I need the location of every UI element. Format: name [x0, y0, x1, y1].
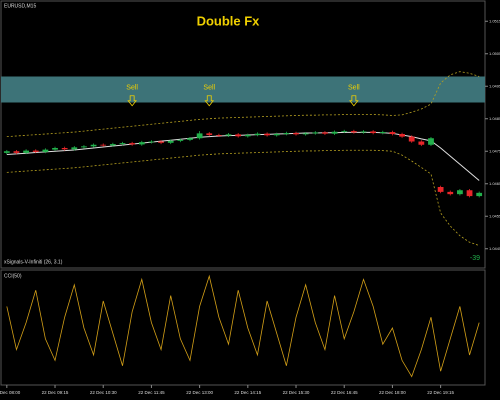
candle-body — [3, 151, 10, 153]
annotation-label: Sell — [126, 85, 138, 92]
candle-body — [457, 190, 463, 195]
candle-body — [187, 138, 193, 140]
sell-arrow — [127, 95, 137, 107]
y-tick-label: 1.04550 — [489, 213, 500, 218]
indicator-label: xSignals-V-Infiniti (26, 3.1) — [4, 259, 63, 265]
candle-body — [302, 133, 309, 135]
candle-body — [370, 131, 377, 134]
candle-body — [81, 146, 87, 148]
candle-body — [196, 133, 203, 139]
oscillator-line — [6, 274, 480, 378]
candle-body — [418, 141, 425, 145]
candle-body — [158, 141, 164, 143]
main-panel — [0, 0, 486, 269]
sell-arrow — [204, 95, 215, 107]
sell-zone — [1, 76, 485, 103]
candle-body — [42, 149, 49, 152]
candle-body — [129, 143, 136, 145]
candle-body — [264, 133, 270, 136]
y-tick-label: 1.04650 — [489, 181, 500, 186]
candle-body — [350, 131, 357, 133]
candle-body — [148, 141, 155, 143]
x-tick-label: 22 Dec 10:30 — [90, 390, 117, 395]
candle-body — [225, 134, 232, 136]
oscillator-label: CCI(50) — [4, 273, 22, 279]
y-tick-label: 1.05150 — [489, 18, 500, 23]
x-tick-label: 22 Dec 15:30 — [283, 390, 310, 395]
candle-body — [341, 131, 348, 132]
candle-body — [90, 144, 97, 147]
corner-label: -39 — [470, 255, 480, 262]
annotation-label: Sell — [348, 85, 360, 92]
candle-body — [476, 192, 483, 197]
candle-body — [283, 133, 290, 135]
candle-body — [32, 150, 39, 152]
candle-body — [447, 191, 454, 195]
candle-body — [399, 134, 405, 137]
candle-body — [100, 144, 107, 146]
y-tick-label: 1.05050 — [489, 51, 500, 56]
annotation-label: Sell — [203, 85, 215, 92]
candle-body — [360, 131, 367, 133]
x-tick-label: 22 Dec 13:00 — [186, 390, 213, 395]
band-line — [6, 149, 480, 246]
candle-body — [138, 142, 145, 145]
band-line — [6, 71, 480, 138]
candle-body — [61, 148, 68, 150]
y-tick-label: 1.04950 — [489, 83, 500, 88]
candle-body — [331, 131, 338, 134]
candle-body — [379, 132, 386, 134]
candle-body — [293, 133, 299, 135]
candle-body — [167, 140, 174, 143]
candle-body — [466, 190, 473, 197]
candle-body — [408, 136, 415, 142]
y-tick-label: 1.04750 — [489, 148, 500, 153]
chart-header: EURUSD,M15 — [4, 3, 36, 9]
candle-body — [52, 148, 58, 150]
candle-body — [437, 187, 444, 192]
candle-body — [177, 139, 184, 141]
candle-body — [119, 143, 126, 145]
candle-body — [273, 134, 280, 136]
candle-body — [312, 132, 319, 134]
candle-body — [216, 135, 222, 136]
candle-body — [206, 133, 213, 135]
x-tick-label: 22 Dec 09:15 — [42, 390, 69, 395]
x-tick-label: 22 Dec 16:45 — [331, 390, 358, 395]
candle-body — [235, 134, 242, 137]
oscillator-panel — [0, 269, 486, 386]
candle-body — [244, 135, 251, 137]
candle-body — [389, 132, 396, 135]
candle-body — [428, 138, 434, 145]
candle-body — [322, 132, 328, 134]
chart-title: Double Fx — [197, 13, 261, 28]
candle-body — [23, 150, 29, 153]
x-tick-label: 22 Dec 08:00 — [0, 390, 21, 395]
x-tick-label: 22 Dec 14:15 — [234, 390, 261, 395]
candle-body — [109, 144, 116, 146]
sell-arrow — [349, 95, 359, 107]
y-tick-label: 1.04850 — [489, 116, 500, 121]
x-tick-label: 22 Dec 11:45 — [138, 390, 165, 395]
candle-body — [254, 133, 261, 135]
candle-body — [13, 151, 20, 153]
x-tick-label: 22 Dec 18:00 — [379, 390, 406, 395]
x-tick-label: 22 Dec 19:15 — [427, 390, 454, 395]
y-tick-label: 1.04450 — [489, 246, 500, 251]
candle-body — [71, 147, 78, 150]
